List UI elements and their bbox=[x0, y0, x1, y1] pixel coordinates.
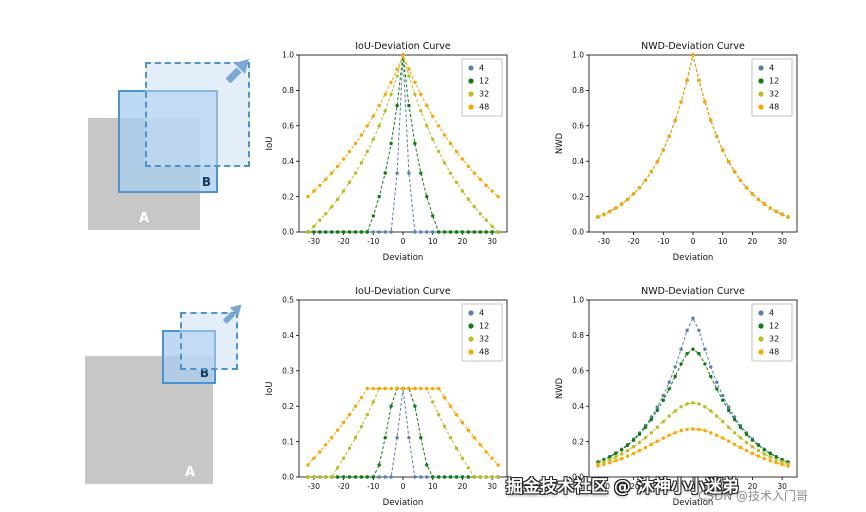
svg-text:0.4: 0.4 bbox=[572, 157, 584, 166]
svg-text:0: 0 bbox=[401, 237, 406, 246]
nwd-deviation-chart-small-box: -30 -20 -10 0 10 20 30 0.0 0.2 0.4 0.6 0.8 1.0 NWD-De… bbox=[552, 283, 804, 508]
svg-text:4: 4 bbox=[769, 309, 774, 318]
svg-text:0.0: 0.0 bbox=[282, 228, 294, 237]
svg-text:32: 32 bbox=[769, 90, 779, 99]
svg-text:NWD-Deviation Curve: NWD-Deviation Curve bbox=[641, 41, 745, 52]
svg-text:32: 32 bbox=[479, 90, 489, 99]
svg-text:0.2: 0.2 bbox=[282, 192, 294, 201]
svg-text:0.8: 0.8 bbox=[572, 331, 584, 340]
watermark-secondary: CSDN @技术入门哥 bbox=[698, 489, 809, 503]
svg-text:10: 10 bbox=[718, 237, 728, 246]
svg-text:-30: -30 bbox=[308, 237, 320, 246]
svg-text:20: 20 bbox=[458, 482, 468, 491]
svg-text:12: 12 bbox=[769, 322, 779, 331]
svg-text:0.2: 0.2 bbox=[282, 402, 294, 411]
box-a-label: A bbox=[184, 465, 195, 480]
svg-text:-10: -10 bbox=[657, 482, 669, 491]
svg-text:1.0: 1.0 bbox=[282, 51, 294, 60]
svg-text:0.1: 0.1 bbox=[282, 437, 294, 446]
svg-text:IoU-Deviation Curve: IoU-Deviation Curve bbox=[355, 41, 451, 52]
svg-text:-20: -20 bbox=[627, 482, 639, 491]
svg-text:-10: -10 bbox=[657, 237, 669, 246]
svg-text:Deviation: Deviation bbox=[673, 253, 714, 263]
svg-text:4: 4 bbox=[479, 309, 484, 318]
svg-text:-30: -30 bbox=[308, 482, 320, 491]
svg-text:-30: -30 bbox=[598, 482, 610, 491]
svg-text:20: 20 bbox=[748, 482, 758, 491]
svg-text:4: 4 bbox=[479, 64, 484, 73]
iou-deviation-chart-small-box: -30 -20 -10 0 10 20 30 0.0 0.1 0.2 0.3 0.4 0.5 IoU-De… bbox=[262, 283, 514, 508]
svg-text:0.8: 0.8 bbox=[572, 86, 584, 95]
box-b-label: B bbox=[199, 366, 209, 380]
svg-text:0.4: 0.4 bbox=[572, 402, 584, 411]
svg-text:0.6: 0.6 bbox=[572, 367, 584, 376]
svg-text:Deviation: Deviation bbox=[673, 498, 714, 508]
iou-deviation-plot: -30 -20 -10 0 10 20 30 0.0 0.2 0.4 0.6 0.8 1.0 IoU-De… bbox=[265, 41, 508, 263]
box-b-label: B bbox=[201, 175, 211, 189]
svg-text:0.0: 0.0 bbox=[572, 228, 584, 237]
svg-text:48: 48 bbox=[769, 348, 779, 357]
nwd-deviation-chart-equal-boxes: -30 -20 -10 0 10 20 30 0.0 0.2 0.4 0.6 0.8 1.0 NWD-De… bbox=[552, 38, 804, 263]
svg-text:10: 10 bbox=[428, 482, 438, 491]
svg-text:NWD: NWD bbox=[555, 377, 565, 399]
svg-text:0: 0 bbox=[401, 482, 406, 491]
svg-text:Deviation: Deviation bbox=[383, 498, 424, 508]
svg-text:4: 4 bbox=[769, 64, 774, 73]
svg-text:30: 30 bbox=[777, 482, 787, 491]
svg-text:32: 32 bbox=[769, 335, 779, 344]
box-overlap-diagram-bottom: A B bbox=[70, 298, 270, 498]
svg-text:IoU: IoU bbox=[265, 382, 275, 396]
svg-text:IoU: IoU bbox=[265, 137, 275, 151]
svg-text:0.2: 0.2 bbox=[572, 192, 584, 201]
box-a-label: A bbox=[138, 211, 150, 226]
svg-text:-20: -20 bbox=[627, 237, 639, 246]
watermark-primary: 掘金技术社区 @ 沐神小小迷弟 bbox=[506, 477, 739, 497]
svg-text:0.4: 0.4 bbox=[282, 157, 294, 166]
svg-text:IoU-Deviation Curve: IoU-Deviation Curve bbox=[355, 286, 451, 297]
svg-text:30: 30 bbox=[487, 482, 497, 491]
box-overlap-diagram-top: A B bbox=[70, 50, 270, 245]
iou-deviation-plot: -30 -20 -10 0 10 20 30 0.0 0.1 0.2 0.3 0.4 0.5 IoU-De… bbox=[265, 286, 508, 508]
svg-text:12: 12 bbox=[479, 322, 489, 331]
svg-text:0: 0 bbox=[691, 482, 696, 491]
svg-text:1.0: 1.0 bbox=[572, 296, 584, 305]
svg-text:-20: -20 bbox=[337, 237, 349, 246]
svg-text:0.0: 0.0 bbox=[572, 473, 584, 482]
svg-text:0.0: 0.0 bbox=[282, 473, 294, 482]
svg-text:32: 32 bbox=[479, 335, 489, 344]
svg-text:1.0: 1.0 bbox=[572, 51, 584, 60]
svg-text:NWD: NWD bbox=[555, 132, 565, 154]
svg-text:-10: -10 bbox=[367, 482, 379, 491]
svg-text:Deviation: Deviation bbox=[383, 253, 424, 263]
iou-deviation-chart-equal-boxes: -30 -20 -10 0 10 20 30 0.0 0.2 0.4 0.6 0.8 1.0 IoU-De… bbox=[262, 38, 514, 263]
svg-text:0.8: 0.8 bbox=[282, 86, 294, 95]
svg-text:-30: -30 bbox=[598, 237, 610, 246]
svg-text:0.4: 0.4 bbox=[282, 331, 294, 340]
svg-text:12: 12 bbox=[769, 77, 779, 86]
svg-text:-20: -20 bbox=[337, 482, 349, 491]
svg-text:48: 48 bbox=[769, 103, 779, 112]
svg-text:30: 30 bbox=[777, 237, 787, 246]
svg-text:-10: -10 bbox=[367, 237, 379, 246]
shift-arrow-icon bbox=[222, 304, 242, 324]
svg-text:48: 48 bbox=[479, 103, 489, 112]
svg-text:0.6: 0.6 bbox=[572, 122, 584, 131]
svg-text:0: 0 bbox=[691, 237, 696, 246]
svg-text:0.5: 0.5 bbox=[282, 296, 294, 305]
svg-text:30: 30 bbox=[487, 237, 497, 246]
svg-text:NWD-Deviation Curve: NWD-Deviation Curve bbox=[641, 286, 745, 297]
svg-text:48: 48 bbox=[479, 348, 489, 357]
svg-text:0.3: 0.3 bbox=[282, 367, 294, 376]
svg-text:10: 10 bbox=[718, 482, 728, 491]
svg-text:20: 20 bbox=[458, 237, 468, 246]
svg-text:0.6: 0.6 bbox=[282, 122, 294, 131]
svg-text:0.2: 0.2 bbox=[572, 437, 584, 446]
svg-text:10: 10 bbox=[428, 237, 438, 246]
svg-text:12: 12 bbox=[479, 77, 489, 86]
svg-text:20: 20 bbox=[748, 237, 758, 246]
nwd-deviation-plot: -30 -20 -10 0 10 20 30 0.0 0.2 0.4 0.6 0.8 1.0 NWD-De… bbox=[555, 41, 798, 263]
shift-arrow-icon bbox=[225, 59, 249, 84]
nwd-deviation-plot: -30 -20 -10 0 10 20 30 0.0 0.2 0.4 0.6 0.8 1.0 NWD-De… bbox=[555, 286, 798, 508]
